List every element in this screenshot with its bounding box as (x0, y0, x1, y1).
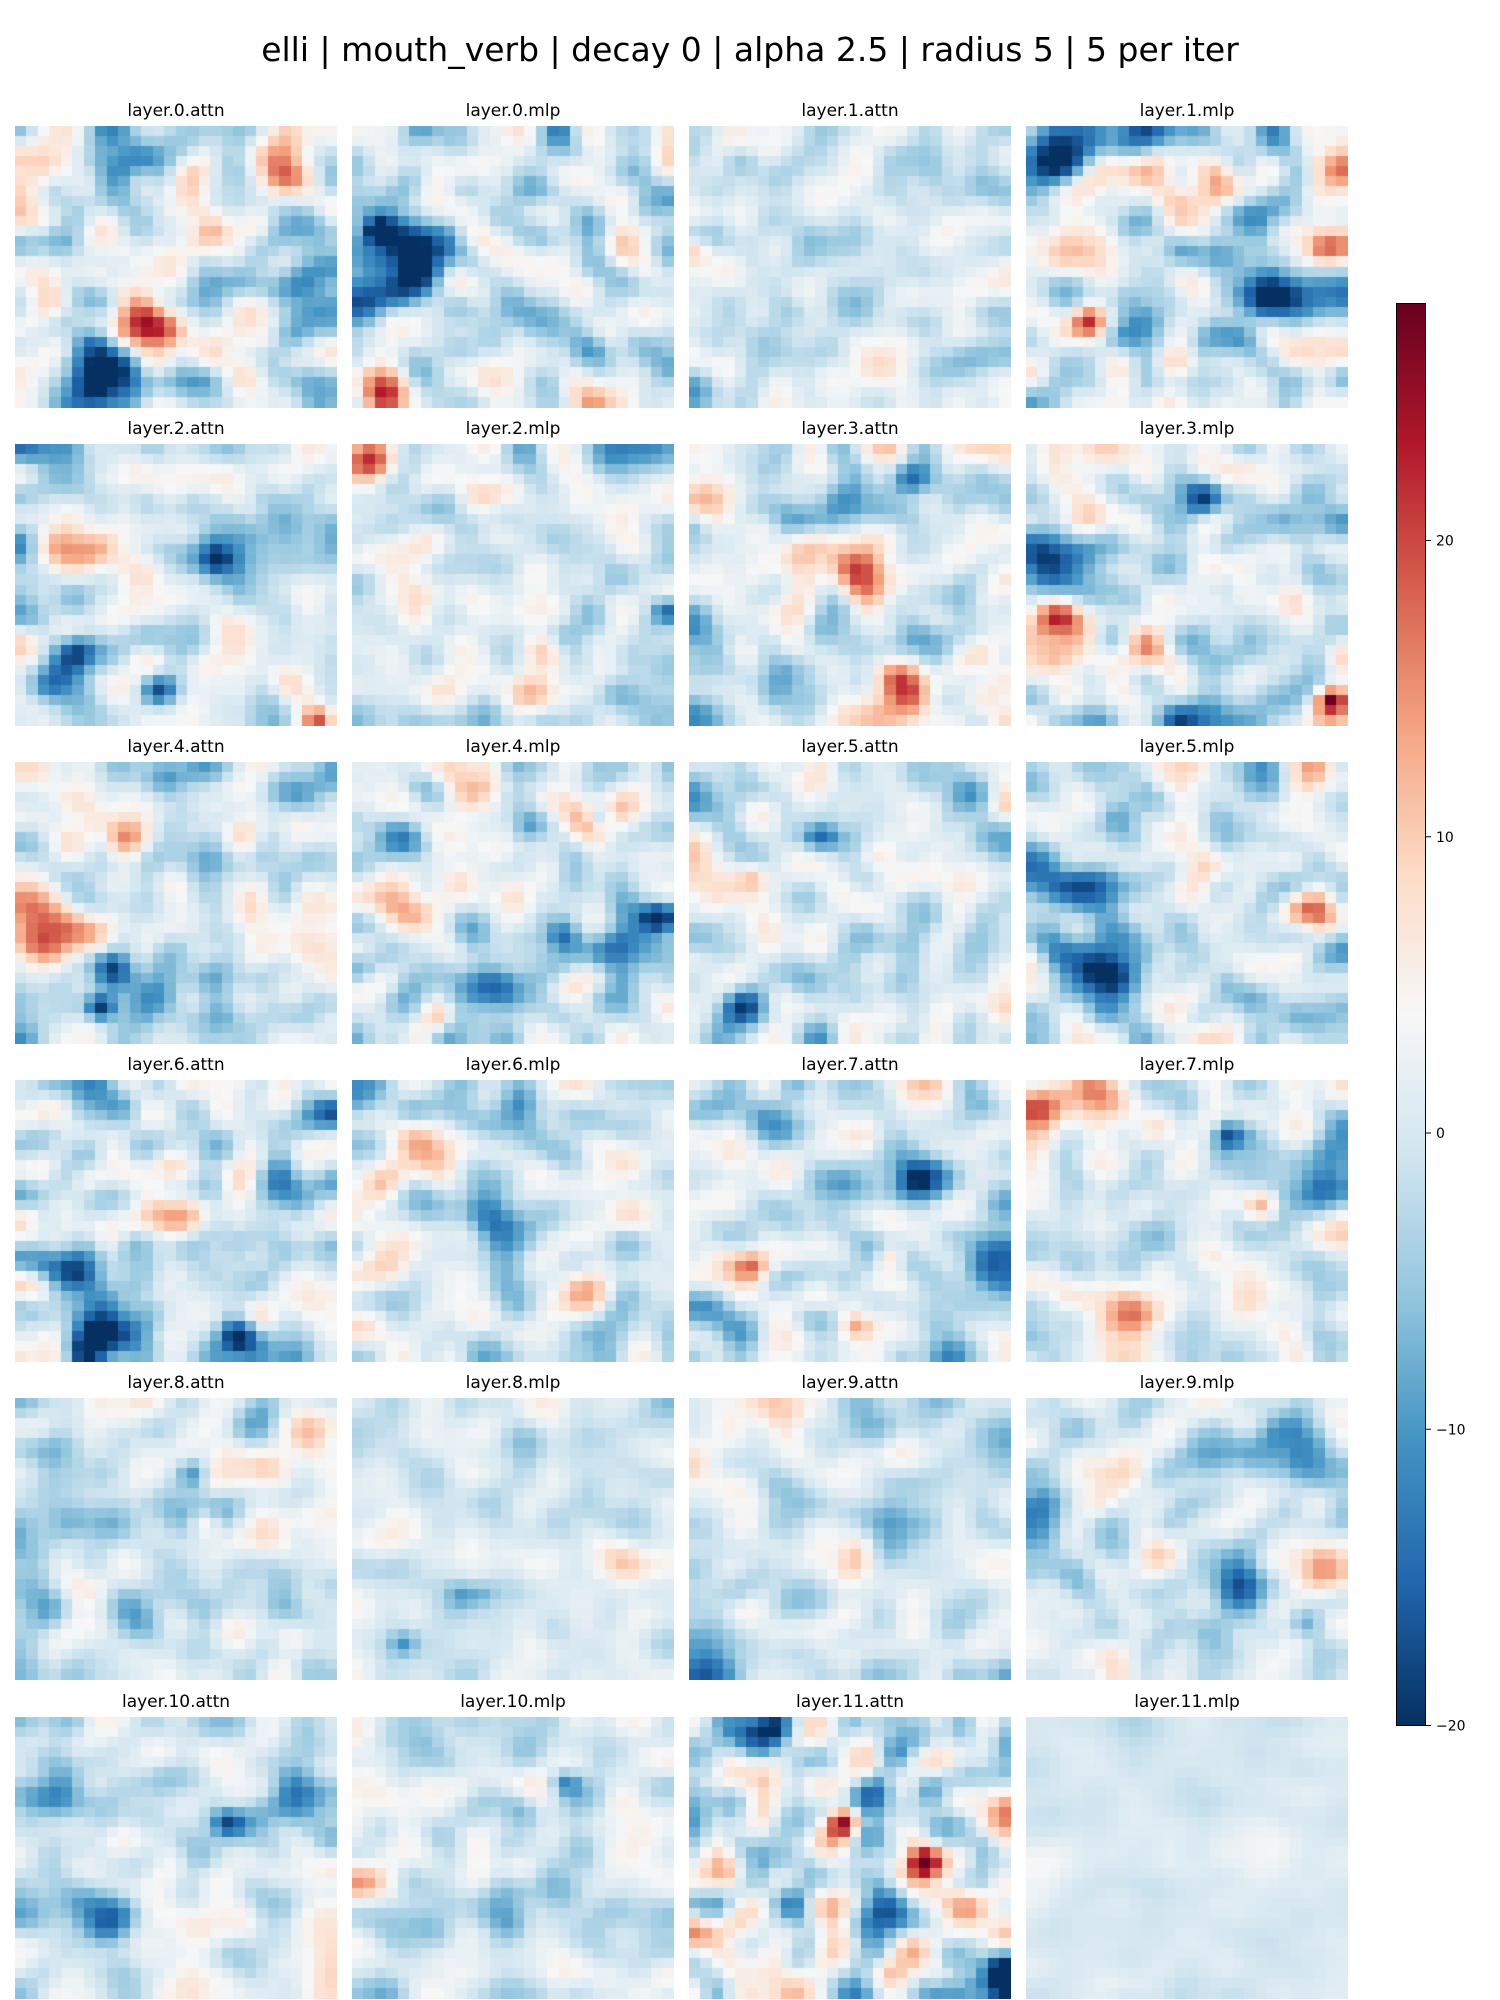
panel-title: layer.9.mlp (1139, 1373, 1235, 1393)
panel-title: layer.0.mlp (465, 101, 561, 121)
panel-title: layer.7.attn (801, 1055, 899, 1075)
panel-title: layer.2.attn (127, 419, 225, 439)
panel-title: layer.11.mlp (1134, 1692, 1240, 1712)
panel-title: layer.5.attn (801, 737, 899, 757)
heatmap-cells (689, 1398, 1011, 1680)
heatmap-cells (1026, 1080, 1348, 1362)
panel-title: layer.6.mlp (465, 1055, 561, 1075)
panel-title: layer.10.mlp (460, 1692, 566, 1712)
heatmap-panel: layer.7.attn (689, 1055, 1011, 1362)
panel-title: layer.4.mlp (465, 737, 561, 757)
heatmap-cells (15, 444, 337, 726)
colorbar-tick-label: 20 (1436, 534, 1454, 550)
heatmap-cells (1026, 762, 1348, 1044)
heatmap-panel: layer.8.mlp (352, 1373, 674, 1680)
heatmap-panel: layer.11.attn (689, 1692, 1011, 1999)
heatmap-panel: layer.1.mlp (1026, 101, 1348, 408)
heatmap-cells (352, 762, 674, 1044)
heatmap-cells (352, 126, 674, 408)
panel-title: layer.8.mlp (465, 1373, 561, 1393)
heatmap-panel: layer.1.attn (689, 101, 1011, 408)
heatmap-cells (1026, 1398, 1348, 1680)
panel-title: layer.6.attn (127, 1055, 225, 1075)
heatmap-cells (352, 444, 674, 726)
heatmap-cells (15, 1080, 337, 1362)
heatmap-cells (352, 1398, 674, 1680)
heatmap-panel: layer.11.mlp (1026, 1692, 1348, 1999)
heatmap-cells (689, 762, 1011, 1044)
heatmap-cells (689, 444, 1011, 726)
heatmap-panel: layer.2.mlp (352, 419, 674, 726)
panel-title: layer.4.attn (127, 737, 225, 757)
panel-title: layer.8.attn (127, 1373, 225, 1393)
heatmap-cells (689, 1717, 1011, 1999)
heatmap-panel: layer.3.attn (689, 419, 1011, 726)
heatmap-cells (15, 762, 337, 1044)
panel-title: layer.10.attn (121, 1692, 231, 1712)
heatmap-panel: layer.7.mlp (1026, 1055, 1348, 1362)
heatmap-panel: layer.0.mlp (352, 101, 674, 408)
heatmap-panel: layer.5.attn (689, 737, 1011, 1044)
heatmap-panel: layer.4.mlp (352, 737, 674, 1044)
heatmap-panel: layer.10.attn (15, 1692, 337, 1999)
panel-title: layer.9.attn (801, 1373, 899, 1393)
heatmap-panel: layer.4.attn (15, 737, 337, 1044)
heatmap-cells (352, 1080, 674, 1362)
panel-title: layer.11.attn (795, 1692, 905, 1712)
heatmap-panel: layer.6.mlp (352, 1055, 674, 1362)
heatmap-cells (689, 126, 1011, 408)
heatmap-panel: layer.10.mlp (352, 1692, 674, 1999)
figure-title: elli | mouth_verb | decay 0 | alpha 2.5 … (261, 30, 1239, 69)
heatmap-cells (352, 1717, 674, 1999)
heatmap-panel: layer.9.mlp (1026, 1373, 1348, 1680)
heatmap-cells (689, 1080, 1011, 1362)
panel-title: layer.7.mlp (1139, 1055, 1235, 1075)
colorbar-tick-label: −20 (1436, 1719, 1466, 1735)
heatmap-cells (1026, 1717, 1348, 1999)
panel-title: layer.1.attn (801, 101, 899, 121)
colorbar-gradient (1396, 303, 1426, 1726)
heatmap-cells (1026, 126, 1348, 408)
heatmap-panel: layer.5.mlp (1026, 737, 1348, 1044)
heatmap-panel: layer.0.attn (15, 101, 337, 408)
heatmap-panel: layer.6.attn (15, 1055, 337, 1362)
panel-title: layer.3.mlp (1139, 419, 1235, 439)
panel-title: layer.3.attn (801, 419, 899, 439)
panel-title: layer.1.mlp (1139, 101, 1235, 121)
heatmap-cells (15, 126, 337, 408)
colorbar-tick-label: 10 (1436, 830, 1454, 846)
colorbar-tick-label: −10 (1436, 1422, 1466, 1438)
heatmap-panel: layer.3.mlp (1026, 419, 1348, 726)
panel-title: layer.5.mlp (1139, 737, 1235, 757)
colorbar-tick-label: 0 (1436, 1126, 1445, 1142)
heatmap-panel: layer.2.attn (15, 419, 337, 726)
colorbar: 20 10 0 −10 −20 (1396, 303, 1466, 1735)
heatmap-cells (15, 1398, 337, 1680)
panel-title: layer.0.attn (127, 101, 225, 121)
panel-title: layer.2.mlp (465, 419, 561, 439)
colorbar-ticks: 20 10 0 −10 −20 (1425, 534, 1466, 1735)
heatmap-cells (15, 1717, 337, 1999)
heatmap-panel: layer.8.attn (15, 1373, 337, 1680)
heatmap-panel: layer.9.attn (689, 1373, 1011, 1680)
heatmap-cells (1026, 444, 1348, 726)
